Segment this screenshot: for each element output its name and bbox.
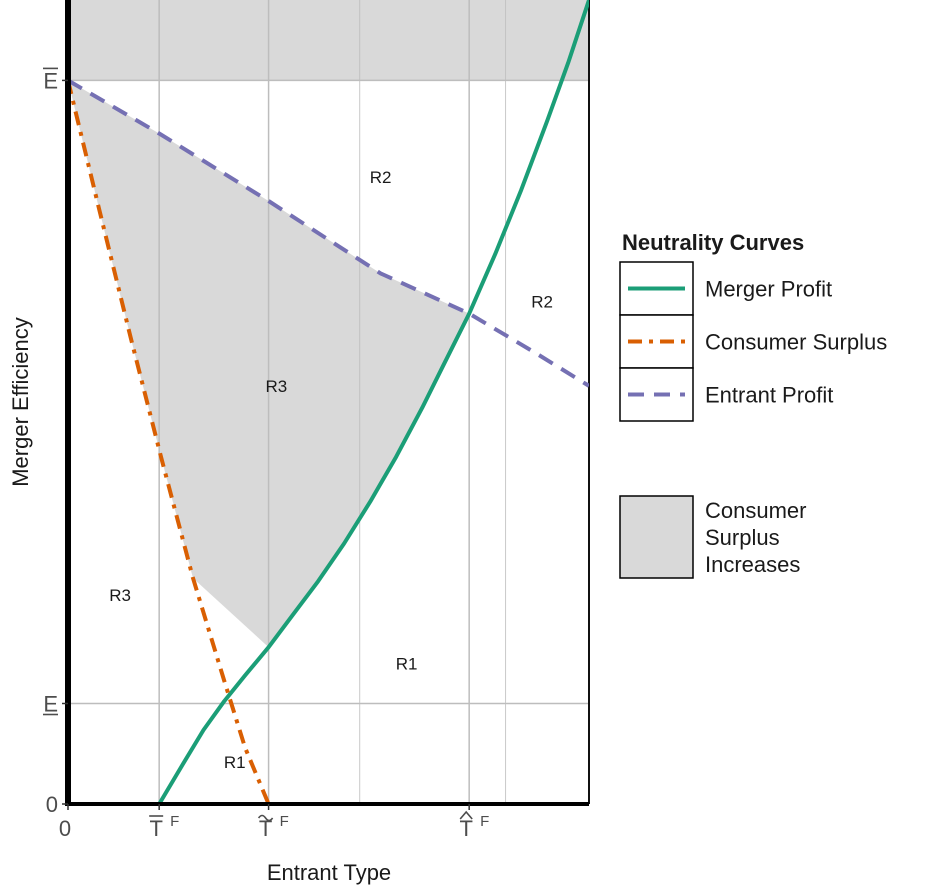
x-tick-text: T [259,816,272,841]
region-label: R2 [531,293,553,312]
x-tick-text: T [149,816,162,841]
series-line-merger-profit [68,0,589,804]
legend: Neutrality Curves Merger Profit Consumer … [619,230,887,579]
legend-fill-swatch [619,495,694,579]
series-line-entrant-profit [68,78,589,388]
grid-lines [68,0,590,804]
y-tick-label: E [43,692,58,717]
legend-entry: Merger Profit [619,261,832,316]
region-annotations: R2 R2 R3 R3 R1 R1 [109,168,553,772]
y-tick-label: 0 [46,792,58,817]
y-axis-title: Merger Efficiency [8,317,33,487]
region-label: R3 [266,377,288,396]
region-label: R3 [109,586,131,605]
x-tick-superscript: F [170,813,179,830]
tilde-accent [257,814,274,822]
legend-entry: Entrant Profit [619,367,833,422]
legend-entry: Consumer Surplus [619,314,887,369]
legend-fill-label: Surplus [705,525,780,550]
y-tick-label: E [43,67,58,93]
x-tick-text: 0 [59,816,71,841]
y-tick-text: E [43,68,58,93]
legend-label: Entrant Profit [705,383,833,408]
legend-fill-label: Consumer [705,498,806,523]
hat-accent [459,810,473,820]
x-axis-title: Entrant Type [267,860,391,885]
series-lines [68,0,589,804]
axes [62,0,589,810]
legend-label: Consumer Surplus [705,330,887,355]
region-label: R1 [396,654,418,673]
region-label: R1 [224,753,246,772]
legend-label: Merger Profit [705,277,832,302]
legend-keys: Merger Profit Consumer Surplus Entrant Pro… [619,261,887,579]
x-tick-superscript: F [280,813,289,830]
x-tick-text: T [459,816,472,841]
region-label: R2 [370,168,392,187]
legend-fill-label: Increases [705,552,800,577]
x-tick-label: 0 [59,816,71,841]
shaded-regions [68,0,589,648]
shaded-top-band [68,0,589,81]
x-tick-superscript: F [480,813,489,830]
y-tick-text: E [43,692,58,717]
y-tick-text: 0 [46,792,58,817]
legend-title: Neutrality Curves [622,230,804,255]
series-line-consumer-surplus [68,79,589,804]
